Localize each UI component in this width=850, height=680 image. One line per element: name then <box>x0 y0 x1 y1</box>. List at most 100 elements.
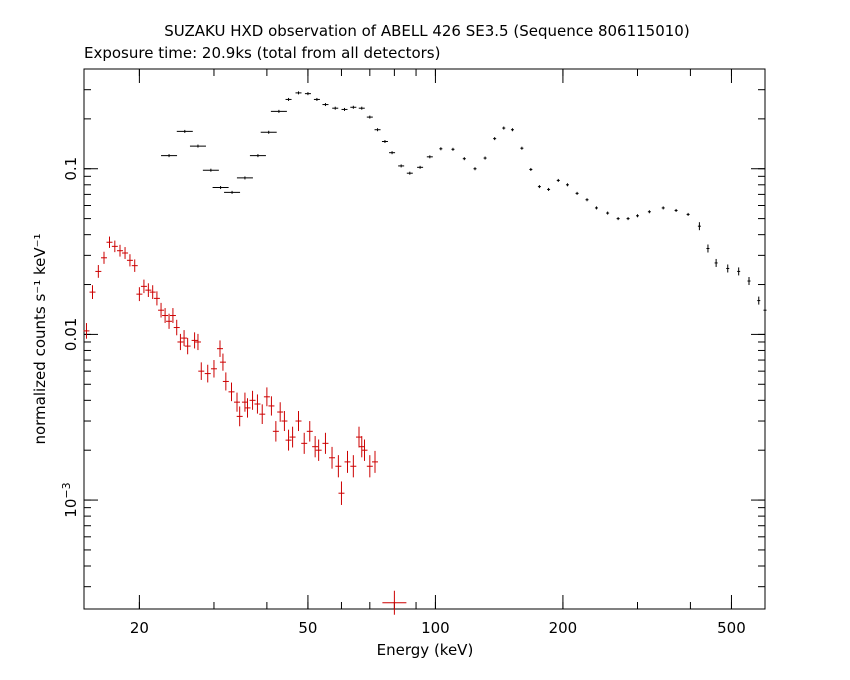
data-point <box>289 426 296 448</box>
data-point <box>233 392 240 412</box>
data-point <box>358 436 365 458</box>
data-point <box>277 402 284 422</box>
data-point <box>575 191 579 195</box>
data-point <box>122 247 129 259</box>
data-point <box>697 222 701 231</box>
y-tick-label: 0.01 <box>62 318 80 351</box>
data-point <box>189 144 206 148</box>
x-tick-label: 200 <box>549 619 578 637</box>
data-point <box>166 313 173 329</box>
data-point <box>162 308 169 323</box>
data-point <box>140 279 147 294</box>
data-point <box>462 157 466 161</box>
data-point <box>89 285 96 299</box>
data-point <box>335 455 342 478</box>
data-point <box>529 167 533 171</box>
data-point <box>344 450 351 473</box>
x-axis: 20 50 100 200 500 <box>130 69 766 637</box>
data-point <box>173 319 180 336</box>
data-point <box>83 323 90 339</box>
data-point <box>389 151 396 155</box>
data-point <box>224 190 241 194</box>
x-tick-label: 500 <box>717 619 746 637</box>
data-point <box>502 126 506 130</box>
data-point <box>747 277 751 286</box>
data-point <box>371 450 378 473</box>
data-point <box>161 154 178 158</box>
data-point <box>382 590 407 615</box>
data-point <box>184 337 191 355</box>
data-point <box>406 171 413 175</box>
data-point <box>417 165 424 169</box>
data-point <box>198 362 205 380</box>
data-point <box>636 214 640 218</box>
data-point <box>616 217 620 221</box>
data-point <box>210 360 217 378</box>
data-point <box>236 406 243 427</box>
data-point <box>204 364 211 383</box>
data-point <box>355 426 362 448</box>
x-tick-label: 100 <box>421 619 450 637</box>
data-point <box>361 439 368 461</box>
data-point <box>270 109 287 113</box>
data-point <box>350 105 357 109</box>
data-point <box>301 432 308 454</box>
data-point <box>757 296 761 305</box>
y-axis-label: normalized counts s⁻¹ keV⁻¹ <box>31 233 49 444</box>
data-point <box>285 97 292 101</box>
data-point <box>272 421 279 442</box>
data-point <box>202 168 219 172</box>
data-point <box>398 164 405 168</box>
data-point <box>117 244 124 257</box>
data-point <box>556 178 560 182</box>
data-point <box>312 436 319 458</box>
data-point <box>439 147 443 151</box>
x-tick-label: 50 <box>298 619 317 637</box>
data-point <box>315 439 322 461</box>
data-point <box>510 128 514 132</box>
y-axis: 10−3 0.01 0.1 <box>60 68 765 588</box>
chart-title: SUZAKU HXD observation of ABELL 426 SE3.… <box>164 22 690 40</box>
data-point <box>322 103 329 107</box>
data-point <box>153 291 160 306</box>
data-point <box>350 455 357 478</box>
data-point <box>126 254 133 267</box>
data-point <box>249 390 256 410</box>
data-point <box>322 432 329 454</box>
data-point <box>260 130 277 134</box>
data-point <box>626 217 630 221</box>
data-point <box>366 455 373 478</box>
data-point <box>374 128 381 132</box>
data-point <box>537 185 541 189</box>
data-point <box>606 211 610 215</box>
data-point <box>281 411 288 432</box>
data-point <box>341 107 348 111</box>
data-point <box>212 186 229 190</box>
data-point <box>259 404 266 425</box>
data-point <box>381 140 388 144</box>
data-point <box>101 251 108 264</box>
data-point <box>366 115 373 119</box>
data-point <box>244 398 251 418</box>
data-point <box>106 236 113 248</box>
data-point <box>177 333 184 351</box>
data-point <box>222 372 229 391</box>
data-point <box>181 330 188 347</box>
data-point <box>136 287 143 302</box>
data-point <box>158 302 165 318</box>
data-point <box>763 306 767 315</box>
data-point <box>241 392 248 412</box>
data-point <box>338 481 345 505</box>
data-point <box>216 340 223 357</box>
data-point <box>737 267 741 276</box>
data-point <box>111 240 118 253</box>
data-point <box>145 283 152 297</box>
data-point <box>483 156 487 160</box>
data-point <box>95 265 102 278</box>
data-point <box>149 285 156 299</box>
data-point <box>426 155 433 159</box>
data-point <box>594 206 598 210</box>
data-point <box>191 332 198 349</box>
data-point <box>194 333 201 351</box>
